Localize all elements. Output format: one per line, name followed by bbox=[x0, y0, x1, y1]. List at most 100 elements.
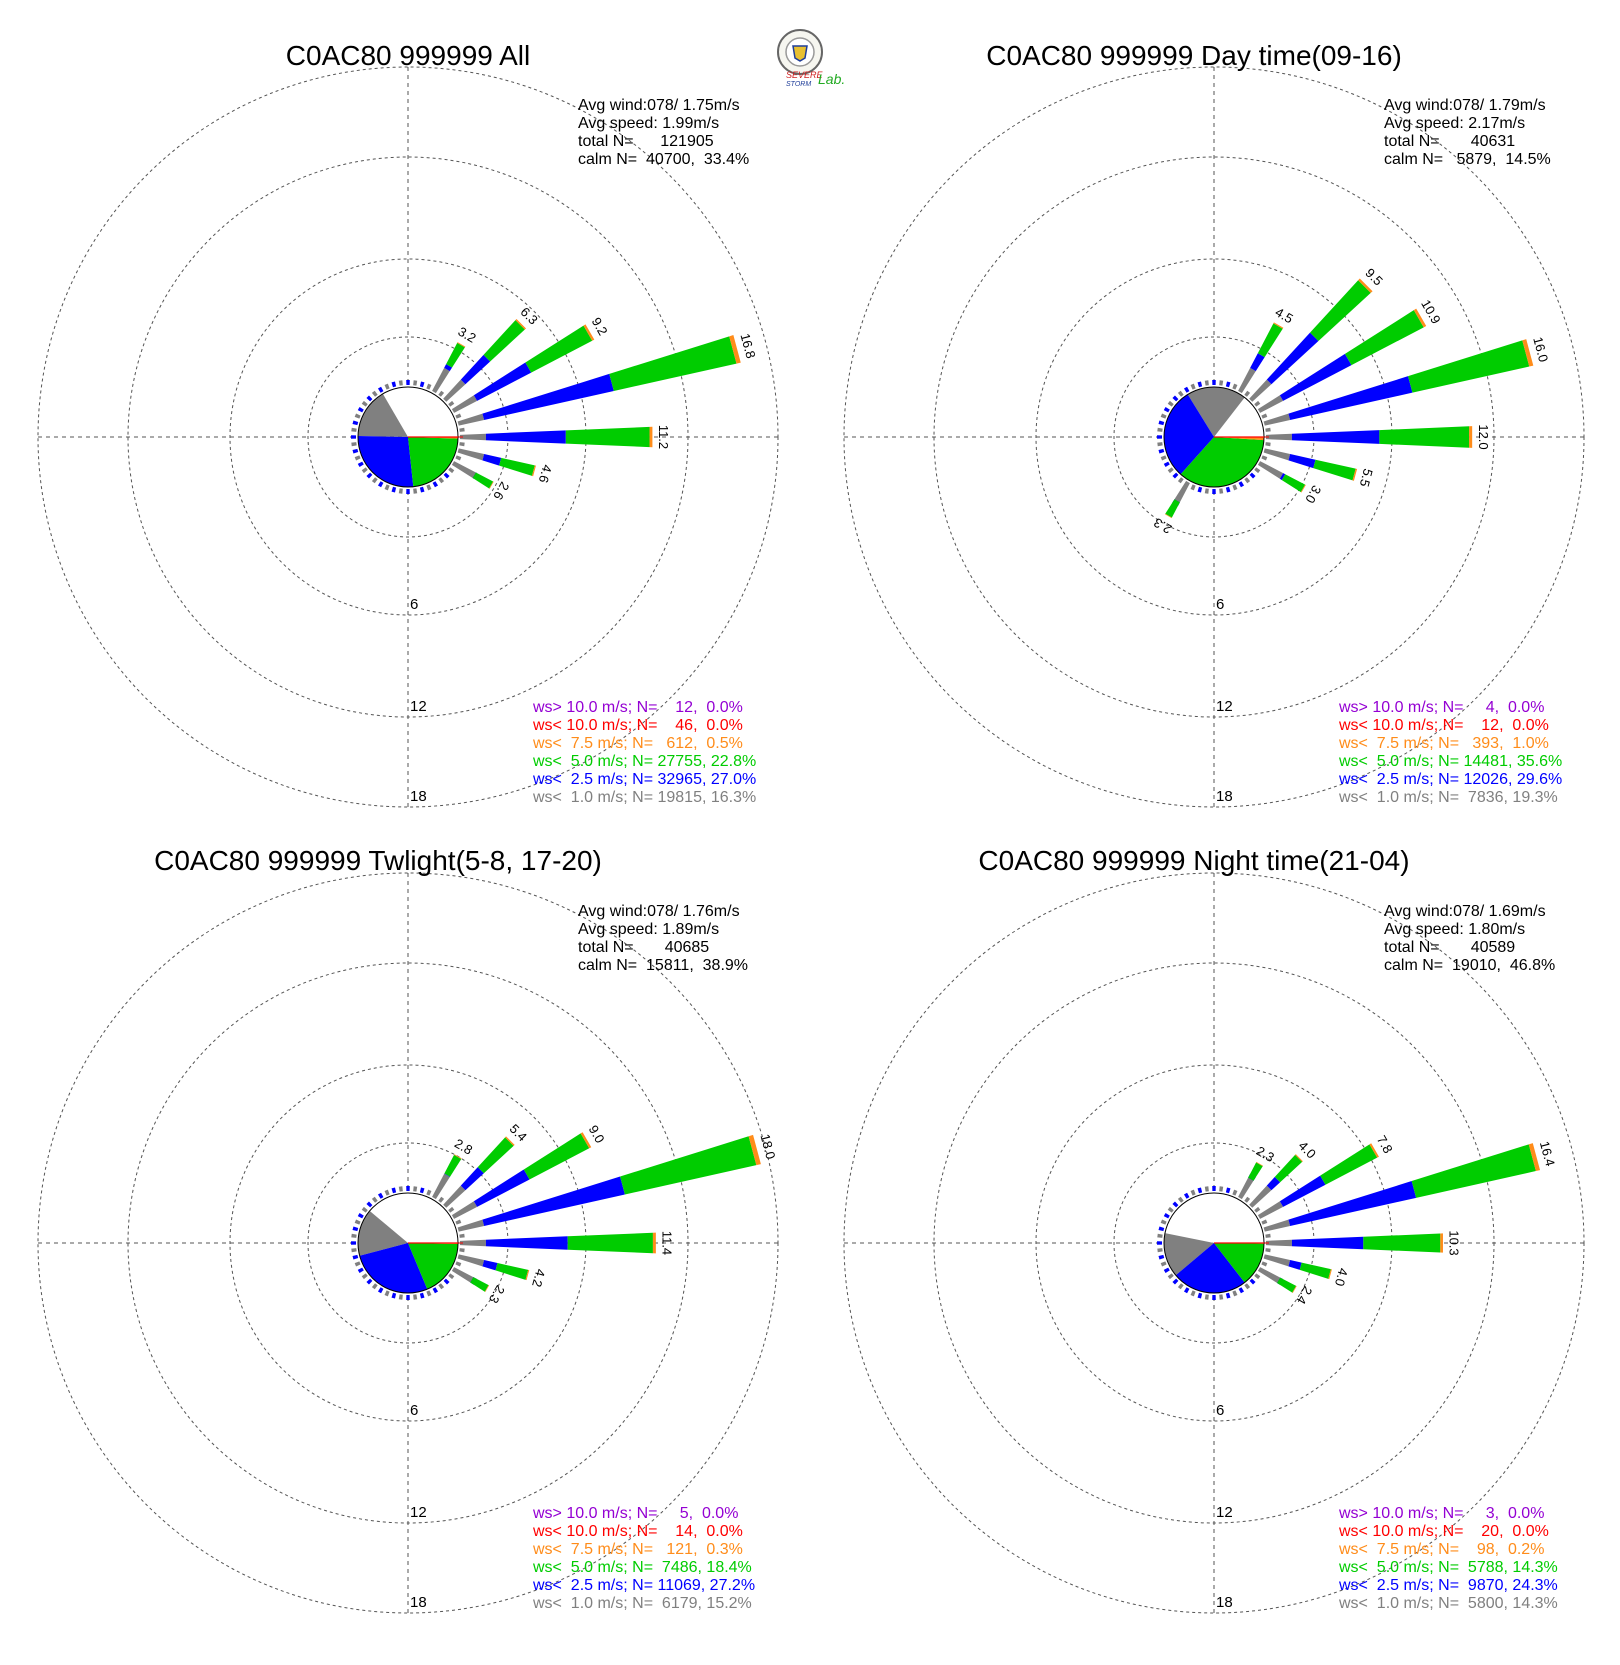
tick-bar bbox=[384, 1290, 390, 1297]
sector-value-label: 2.3 bbox=[1151, 515, 1174, 537]
sector-value-label: 9.2 bbox=[589, 315, 611, 338]
sector-bar-lt1 bbox=[1263, 1219, 1291, 1232]
lt5-slice bbox=[1214, 1243, 1264, 1283]
tick-bar bbox=[354, 1219, 361, 1225]
tick-bar bbox=[1225, 1292, 1231, 1299]
sector-bar-lt7-5 bbox=[457, 342, 466, 348]
tick-bar bbox=[1177, 477, 1184, 484]
sector-bar-lt5 bbox=[523, 1133, 590, 1180]
tick-bar bbox=[1197, 1187, 1203, 1194]
sector-bar-lt2-5 bbox=[1288, 1181, 1417, 1226]
tick-bar bbox=[1197, 381, 1203, 388]
sector-bar-lt7-5 bbox=[1292, 1285, 1297, 1293]
legend-entry: ws< 7.5 m/s; N= 98, 0.2% bbox=[1338, 1541, 1544, 1558]
lab-logo-severe: SEVERE bbox=[786, 70, 824, 80]
panel-title: C0AC80 999999 Night time(21-04) bbox=[978, 845, 1409, 876]
lab-logo-storm: STORM bbox=[786, 81, 811, 88]
sector-bar-lt1 bbox=[457, 1219, 485, 1232]
ring-tick-label: 18 bbox=[1216, 788, 1233, 805]
tick-bar bbox=[1190, 1290, 1196, 1297]
calm-slice bbox=[1214, 397, 1264, 437]
tick-bar bbox=[354, 455, 361, 461]
tick-bar bbox=[1157, 427, 1163, 432]
sector-bar-lt7-5 bbox=[1352, 468, 1358, 481]
tick-bar bbox=[357, 461, 364, 468]
tick-bar bbox=[1225, 486, 1231, 493]
sector-bar-lt1 bbox=[1257, 1201, 1284, 1219]
ring-tick-label: 12 bbox=[410, 698, 427, 715]
tick-bar bbox=[419, 486, 425, 493]
lt2-5-slice bbox=[357, 436, 414, 488]
legend-entry: ws> 10.0 m/s; N= 5, 0.0% bbox=[532, 1505, 738, 1522]
sector-bar-lt2-5 bbox=[1279, 353, 1352, 401]
sector-bar-lt5 bbox=[1379, 426, 1470, 448]
sector-bar-lt2-5 bbox=[1291, 430, 1380, 444]
sector-bar-lt7-5 bbox=[649, 426, 653, 448]
sector-value-label: 18.0 bbox=[757, 1132, 778, 1160]
tick-bar bbox=[371, 477, 378, 484]
tick-bar bbox=[1261, 455, 1268, 461]
tick-bar bbox=[1212, 488, 1216, 494]
tick-bar bbox=[1172, 1201, 1179, 1208]
tick-bar bbox=[352, 1254, 359, 1260]
tick-bar bbox=[1212, 1186, 1216, 1192]
sector-bar-lt1 bbox=[1263, 1254, 1291, 1267]
sector-bar-lt2-5 bbox=[485, 430, 566, 444]
sector-value-label: 4.6 bbox=[536, 463, 555, 484]
tick-bar bbox=[426, 484, 432, 491]
tick-bar bbox=[1204, 380, 1209, 386]
tick-bar bbox=[1261, 1219, 1268, 1225]
tick-bar bbox=[419, 381, 425, 388]
sector-bar-lt1 bbox=[1249, 379, 1272, 402]
legend-entry: ws< 2.5 m/s; N= 9870, 24.3% bbox=[1338, 1577, 1558, 1594]
legend-entry: ws< 2.5 m/s; N= 32965, 27.0% bbox=[532, 771, 756, 788]
sector-bar-lt1 bbox=[457, 1254, 485, 1267]
tick-bar bbox=[351, 1233, 357, 1238]
sector-bar-lt7-5 bbox=[1256, 1161, 1264, 1167]
tick-bar bbox=[419, 1187, 425, 1194]
sector-bar-lt5 bbox=[525, 325, 593, 373]
tick-bar bbox=[1160, 455, 1167, 461]
sector-bar-lt7-5 bbox=[1164, 513, 1172, 519]
sector-bar-lt2-5 bbox=[482, 454, 502, 466]
sector-bar-lt7-5 bbox=[1413, 308, 1427, 328]
sector-value-label: 16.8 bbox=[738, 332, 759, 360]
tick-bar bbox=[432, 1287, 439, 1294]
tick-bar bbox=[371, 1283, 378, 1290]
sector-bar-lt5 bbox=[446, 342, 465, 368]
sector-bar-lt1 bbox=[1263, 448, 1291, 461]
legend-entry: ws< 1.0 m/s; N= 6179, 15.2% bbox=[532, 1595, 752, 1612]
tick-bar bbox=[1254, 467, 1261, 474]
sector-bar-lt7-5 bbox=[583, 324, 595, 341]
tick-bar bbox=[1160, 413, 1167, 419]
tick-bar bbox=[366, 395, 373, 402]
legend-entry: ws< 5.0 m/s; N= 14481, 35.6% bbox=[1338, 753, 1562, 770]
tick-bar bbox=[406, 488, 410, 494]
legend-entry: ws< 5.0 m/s; N= 27755, 22.8% bbox=[532, 753, 756, 770]
info-line: total N= 40631 bbox=[1384, 133, 1515, 150]
sector-bar-lt1 bbox=[1238, 367, 1256, 394]
tick-bar bbox=[377, 1192, 384, 1199]
info-line: calm N= 19010, 46.8% bbox=[1384, 957, 1555, 974]
tick-bar bbox=[438, 1196, 445, 1203]
tick-bar bbox=[1157, 1241, 1163, 1245]
tick-bar bbox=[448, 1206, 455, 1213]
tick-bar bbox=[361, 1273, 368, 1280]
tick-bar bbox=[1157, 435, 1163, 439]
sector-value-label: 7.8 bbox=[1374, 1133, 1396, 1156]
legend-entry: ws< 2.5 m/s; N= 12026, 29.6% bbox=[1338, 771, 1562, 788]
tick-bar bbox=[351, 1241, 357, 1245]
tick-bar bbox=[459, 427, 465, 432]
sector-bar-lt7-5 bbox=[1328, 1269, 1332, 1280]
tick-bar bbox=[455, 1219, 462, 1225]
tick-bar bbox=[1244, 1196, 1251, 1203]
tick-bar bbox=[459, 442, 465, 447]
tick-bar bbox=[1265, 1233, 1271, 1238]
tick-bar bbox=[352, 420, 359, 426]
tick-bar bbox=[361, 400, 368, 407]
tick-bar bbox=[384, 1189, 390, 1196]
tick-bar bbox=[391, 486, 397, 493]
tick-bar bbox=[1167, 467, 1174, 474]
tick-bar bbox=[443, 472, 450, 479]
